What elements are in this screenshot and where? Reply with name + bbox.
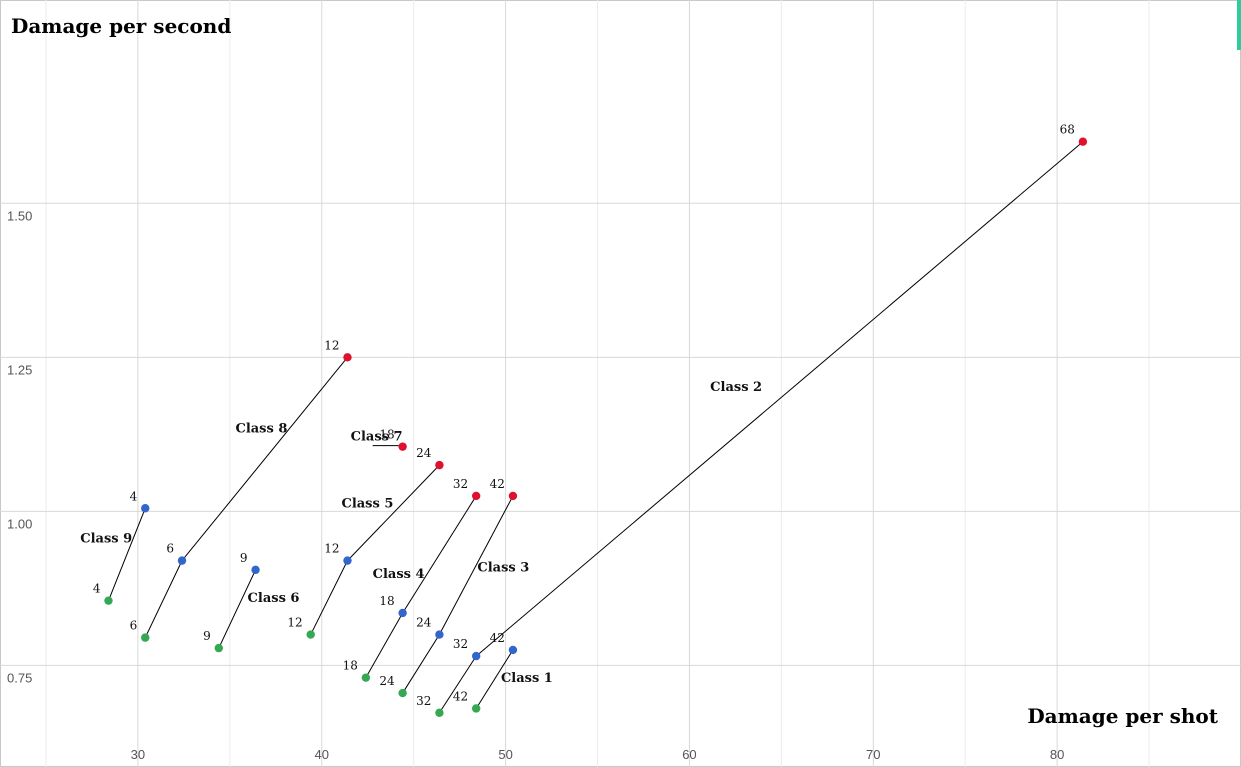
- x-axis-title: Damage per shot: [1027, 704, 1218, 728]
- point-value-label: 9: [203, 629, 211, 643]
- connector-line: [475, 141, 1084, 657]
- blue-data-point: [398, 608, 407, 618]
- class-label: Class 8: [235, 421, 287, 436]
- point-value-label: 18: [379, 594, 394, 608]
- point-labels: 42 42 32 68 32 24 24 42 18 18 32 12 12 24 9 9 18 6 6 12 4 4: [93, 123, 1075, 708]
- point-value-label: 6: [130, 619, 138, 633]
- red-data-point: [398, 442, 407, 451]
- class-label: Class 5: [341, 497, 393, 512]
- point-value-label: 4: [93, 582, 101, 596]
- red-data-point: [435, 460, 444, 470]
- y-axis-title: Damage per second: [11, 14, 231, 38]
- connector-line: [402, 495, 477, 614]
- blue-data-point: [343, 556, 352, 565]
- connector-line: [218, 569, 257, 649]
- connector-line: [144, 560, 183, 638]
- point-value-label: 68: [1060, 123, 1075, 137]
- point-value-label: 12: [324, 542, 339, 556]
- blue-data-point: [508, 645, 518, 655]
- class-label: Class 1: [501, 671, 553, 686]
- blue-data-point: [435, 630, 444, 639]
- red-data-point: [471, 491, 481, 501]
- class-label: Class 9: [80, 531, 132, 546]
- point-value-label: 32: [416, 694, 431, 708]
- red-data-point: [343, 353, 352, 362]
- point-value-label: 42: [453, 689, 468, 703]
- green-data-point: [398, 688, 407, 698]
- class-labels: Class 1 Class 2 Class 3 Class 4 Class 5 Class…: [80, 380, 762, 686]
- x-tick-label: 50: [498, 747, 512, 762]
- point-value-label: 24: [379, 674, 395, 688]
- point-value-label: 24: [416, 616, 432, 630]
- point-value-label: 18: [379, 428, 394, 442]
- class-label: Class 7: [351, 430, 403, 445]
- x-tick-label: 30: [131, 747, 145, 762]
- point-value-label: 32: [453, 477, 468, 491]
- x-tick-label: 60: [682, 747, 696, 762]
- connector-line: [402, 634, 440, 694]
- accent-marker: [1237, 0, 1241, 50]
- class-label: Class 4: [373, 567, 425, 582]
- green-data-point: [306, 630, 315, 639]
- y-tick-label: 1.00: [7, 516, 32, 531]
- y-tick-label: 0.75: [7, 670, 32, 685]
- y-tick-label: 1.25: [7, 362, 32, 377]
- point-value-label: 9: [240, 551, 248, 565]
- point-value-label: 6: [166, 542, 174, 556]
- blue-data-point: [141, 504, 150, 513]
- red-data-point: [1078, 137, 1088, 146]
- x-tick-label: 40: [315, 747, 329, 762]
- class-label: Class 6: [248, 591, 300, 606]
- green-data-point: [361, 673, 371, 682]
- point-value-label: 4: [130, 489, 138, 503]
- point-value-label: 42: [490, 477, 505, 491]
- connector-lines: [108, 141, 1084, 714]
- point-value-label: 24: [416, 446, 432, 460]
- red-data-point: [508, 491, 518, 501]
- blue-data-point: [177, 556, 187, 565]
- green-data-point: [104, 596, 113, 605]
- point-value-label: 32: [453, 637, 468, 651]
- y-tick-label: 1.50: [7, 208, 32, 223]
- connector-line: [475, 649, 514, 709]
- green-data-point: [141, 633, 150, 642]
- data-points: [104, 137, 1088, 717]
- connector-line: [438, 655, 477, 714]
- x-tick-label: 70: [866, 747, 880, 762]
- connector-line: [181, 357, 348, 561]
- connector-line: [365, 612, 404, 678]
- class-label: Class 2: [710, 380, 762, 395]
- point-value-label: 42: [490, 631, 505, 645]
- x-tick-label: 80: [1050, 747, 1064, 762]
- class-label: Class 3: [477, 561, 529, 576]
- connector-line: [108, 508, 146, 601]
- connector-line: [347, 464, 440, 561]
- green-data-point: [435, 708, 444, 717]
- point-value-label: 12: [324, 338, 339, 352]
- connector-line: [438, 495, 514, 635]
- connector-line: [310, 560, 348, 635]
- green-data-point: [471, 704, 481, 713]
- blue-data-point: [471, 651, 481, 661]
- green-data-point: [214, 643, 223, 653]
- tick-labels: 30 40 50 60 70 80 0.75 1.00 1.25 1.50: [7, 208, 1064, 762]
- point-value-label: 12: [287, 616, 302, 630]
- point-value-label: 18: [343, 659, 358, 673]
- blue-data-point: [251, 565, 260, 575]
